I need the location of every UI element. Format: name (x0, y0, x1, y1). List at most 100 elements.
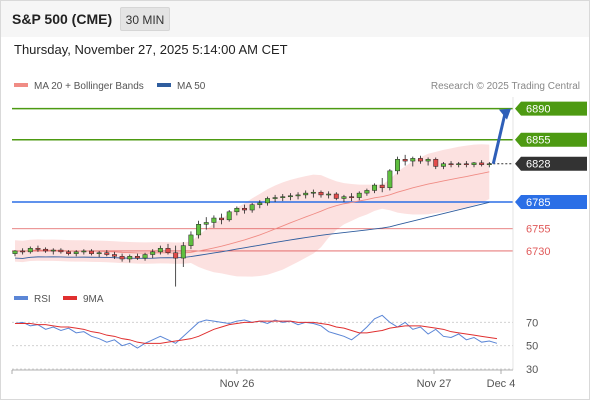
ma20-swatch (14, 83, 28, 88)
level-tag-6785 (515, 195, 587, 210)
candle (219, 217, 225, 221)
candle (379, 184, 385, 189)
candle (372, 184, 378, 191)
timeframe-button[interactable]: 30 MIN (120, 7, 170, 31)
ma9-label: 9MA (83, 294, 104, 305)
candle (425, 159, 431, 162)
candle (203, 222, 209, 225)
forecast-arrow-head (499, 108, 511, 120)
candle (265, 198, 270, 204)
legend-9ma: 9MA (63, 294, 104, 305)
ma50-line (14, 201, 490, 259)
candle (12, 250, 18, 254)
x-tick-label: Nov 27 (417, 378, 452, 390)
rsi-tick-30: 30 (526, 364, 538, 376)
candle (134, 256, 140, 259)
level-label-6890: 6890 (526, 104, 550, 116)
candle (333, 193, 339, 199)
candle (456, 163, 462, 165)
candle (180, 245, 186, 259)
candle (356, 192, 362, 198)
x-tick-label: Dec 4 (487, 378, 516, 390)
rsi-tick-50: 50 (526, 341, 538, 353)
candle (226, 211, 232, 221)
legend-ma50: MA 50 (157, 81, 205, 92)
candle (395, 159, 400, 172)
candle (418, 158, 423, 162)
candle (173, 252, 179, 259)
ma9-swatch (63, 296, 77, 301)
rsi-label: RSI (34, 294, 51, 305)
candle (165, 248, 171, 253)
rsi-tick-70: 70 (526, 317, 538, 329)
candle (157, 248, 163, 253)
candle (287, 195, 293, 198)
candle (35, 248, 41, 250)
rsi-swatch (14, 296, 28, 301)
candle (150, 251, 156, 255)
candle (43, 248, 49, 252)
candle (448, 163, 454, 165)
candle (27, 248, 33, 253)
candle (410, 158, 416, 162)
candle (211, 217, 217, 223)
candle (341, 196, 347, 199)
candle (440, 163, 446, 167)
candle (310, 191, 316, 194)
candle (66, 251, 71, 254)
candle (471, 162, 477, 165)
candle (486, 163, 492, 165)
candle (142, 254, 148, 259)
candle (326, 193, 332, 196)
candle (119, 256, 125, 260)
candle (50, 249, 56, 252)
candle (89, 250, 94, 254)
candle (249, 204, 255, 211)
candle (364, 190, 370, 194)
rsi-ma9-line (15, 320, 498, 344)
candle (242, 207, 247, 211)
instrument-title: S&P 500 (CME) (12, 11, 113, 27)
level-tag-6890 (515, 101, 587, 116)
candle (280, 196, 286, 198)
legend-ma20: MA 20 + Bollinger Bands (14, 81, 144, 92)
candle (104, 252, 110, 255)
candle (479, 162, 485, 165)
candle (433, 159, 439, 167)
candle (234, 207, 240, 213)
candle (295, 194, 301, 197)
level-label-6828: 6828 (526, 159, 550, 171)
candle (196, 224, 202, 236)
ma50-label: MA 50 (177, 81, 206, 92)
ma20-label: MA 20 + Bollinger Bands (34, 81, 144, 92)
candle (96, 252, 102, 254)
candle (318, 191, 324, 196)
level-label-6730: 6730 (526, 246, 550, 258)
candle (20, 250, 26, 253)
candle (349, 196, 355, 198)
candle (257, 202, 263, 205)
timestamp: Thursday, November 27, 2025 5:14:00 AM C… (14, 42, 288, 57)
level-tag-6828 (515, 156, 587, 171)
candle (387, 170, 393, 189)
candle (463, 163, 469, 165)
level-label-6755: 6755 (526, 224, 550, 236)
candle (272, 197, 278, 199)
candle (402, 159, 408, 162)
credit-text: Research © 2025 Trading Central (430, 81, 580, 92)
candle (303, 192, 309, 196)
legend-rsi: RSI (14, 294, 51, 305)
level-tag-6855 (515, 132, 587, 147)
candle (188, 234, 194, 246)
level-label-6785: 6785 (526, 197, 550, 209)
candle (127, 256, 133, 260)
ma20-line (14, 171, 490, 254)
candle (73, 251, 79, 254)
candle (58, 249, 64, 253)
level-label-6855: 6855 (526, 135, 550, 147)
forecast-arrow (491, 113, 507, 165)
x-tick-label: Nov 26 (220, 378, 255, 390)
candle (81, 250, 87, 253)
